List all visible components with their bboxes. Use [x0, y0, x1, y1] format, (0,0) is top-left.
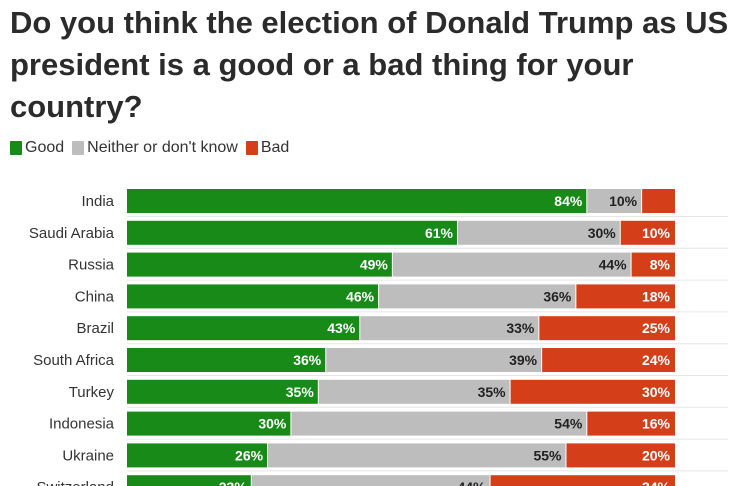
bar-bad-saudi-arabia	[620, 220, 675, 245]
bar-bad-indonesia	[587, 411, 675, 436]
bar-bad-south-africa	[542, 348, 675, 372]
bar-bad-ukraine	[566, 443, 675, 468]
value-label-bad-indonesia: 16%	[642, 416, 671, 432]
value-label-bad-switzerland: 34%	[642, 479, 671, 486]
bar-neither-switzerland	[251, 475, 490, 486]
bar-good-saudi-arabia	[127, 220, 457, 245]
bar-neither-saudi-arabia	[457, 220, 620, 245]
chart-legend: Good Neither or don't know Bad	[10, 138, 297, 158]
value-label-good-brazil: 43%	[327, 320, 356, 336]
legend-label-good: Good	[25, 139, 65, 156]
category-label-ukraine: Ukraine	[62, 447, 114, 464]
bar-bad-russia	[631, 252, 675, 277]
bar-neither-ukraine	[268, 443, 566, 468]
legend-swatch-neither	[72, 141, 85, 155]
bar-neither-indonesia	[291, 411, 587, 436]
value-label-neither-switzerland: 44%	[457, 479, 486, 486]
value-label-neither-india: 10%	[609, 193, 638, 209]
legend-item-good: Good	[10, 139, 64, 157]
bar-neither-russia	[392, 252, 631, 277]
category-label-india: India	[81, 193, 114, 210]
bar-neither-china	[379, 284, 576, 309]
value-label-bad-turkey: 30%	[642, 384, 671, 400]
bar-good-south-africa	[127, 348, 326, 372]
category-label-turkey: Turkey	[69, 384, 115, 401]
value-label-good-ukraine: 26%	[235, 447, 264, 463]
value-label-bad-south-africa: 24%	[642, 352, 671, 368]
value-label-neither-china: 36%	[543, 288, 572, 304]
value-label-neither-russia: 44%	[599, 257, 628, 273]
bar-bad-china	[576, 284, 675, 309]
value-label-neither-saudi-arabia: 30%	[588, 225, 617, 241]
bar-good-india	[127, 189, 587, 213]
bar-good-turkey	[127, 379, 318, 404]
bar-neither-brazil	[360, 316, 539, 341]
bar-good-switzerland	[127, 475, 251, 486]
value-label-good-saudi-arabia: 61%	[425, 225, 454, 241]
legend-label-bad: Bad	[260, 139, 290, 156]
value-label-neither-south-africa: 39%	[509, 352, 538, 368]
legend-swatch-bad	[245, 141, 258, 155]
value-label-good-turkey: 35%	[286, 384, 315, 400]
bar-good-brazil	[127, 316, 360, 341]
bar-bad-brazil	[539, 316, 675, 341]
value-label-good-south-africa: 36%	[293, 352, 322, 368]
bar-good-ukraine	[127, 443, 268, 468]
legend-swatch-good	[10, 141, 22, 155]
bar-neither-south-africa	[326, 348, 542, 372]
bar-bad-turkey	[510, 379, 675, 404]
bar-good-china	[127, 284, 379, 309]
legend-label-neither: Neither or don't know	[87, 139, 238, 156]
value-label-good-switzerland: 23%	[219, 479, 248, 486]
category-label-switzerland: Switzerland	[36, 479, 114, 486]
category-label-brazil: Brazil	[76, 320, 114, 337]
value-label-bad-brazil: 25%	[642, 320, 671, 336]
value-label-neither-ukraine: 55%	[533, 447, 562, 463]
bar-bad-india	[642, 189, 675, 213]
category-label-indonesia: Indonesia	[49, 416, 115, 433]
category-label-saudi-arabia: Saudi Arabia	[29, 225, 115, 242]
bar-good-indonesia	[127, 411, 291, 436]
value-label-good-russia: 49%	[360, 257, 389, 273]
value-label-bad-russia: 8%	[650, 257, 671, 273]
value-label-bad-ukraine: 20%	[642, 447, 671, 463]
category-label-south-africa: South Africa	[33, 352, 115, 369]
value-label-bad-china: 18%	[642, 288, 671, 304]
bar-neither-turkey	[318, 379, 510, 404]
bar-good-russia	[127, 252, 392, 277]
value-label-neither-turkey: 35%	[478, 384, 507, 400]
bar-neither-india	[587, 189, 642, 213]
category-label-china: China	[75, 288, 115, 305]
value-label-good-indonesia: 30%	[258, 416, 287, 432]
value-label-bad-saudi-arabia: 10%	[642, 225, 671, 241]
category-label-russia: Russia	[68, 257, 115, 274]
legend-item-bad: Bad	[245, 139, 290, 157]
bar-bad-switzerland	[490, 475, 675, 486]
legend-item-neither: Neither or don't know	[72, 139, 238, 157]
value-label-good-india: 84%	[554, 193, 583, 209]
value-label-neither-indonesia: 54%	[554, 416, 583, 432]
value-label-neither-brazil: 33%	[506, 320, 535, 336]
chart-title: Do you think the election of Donald Trum…	[10, 5, 729, 124]
value-label-good-china: 46%	[346, 288, 375, 304]
